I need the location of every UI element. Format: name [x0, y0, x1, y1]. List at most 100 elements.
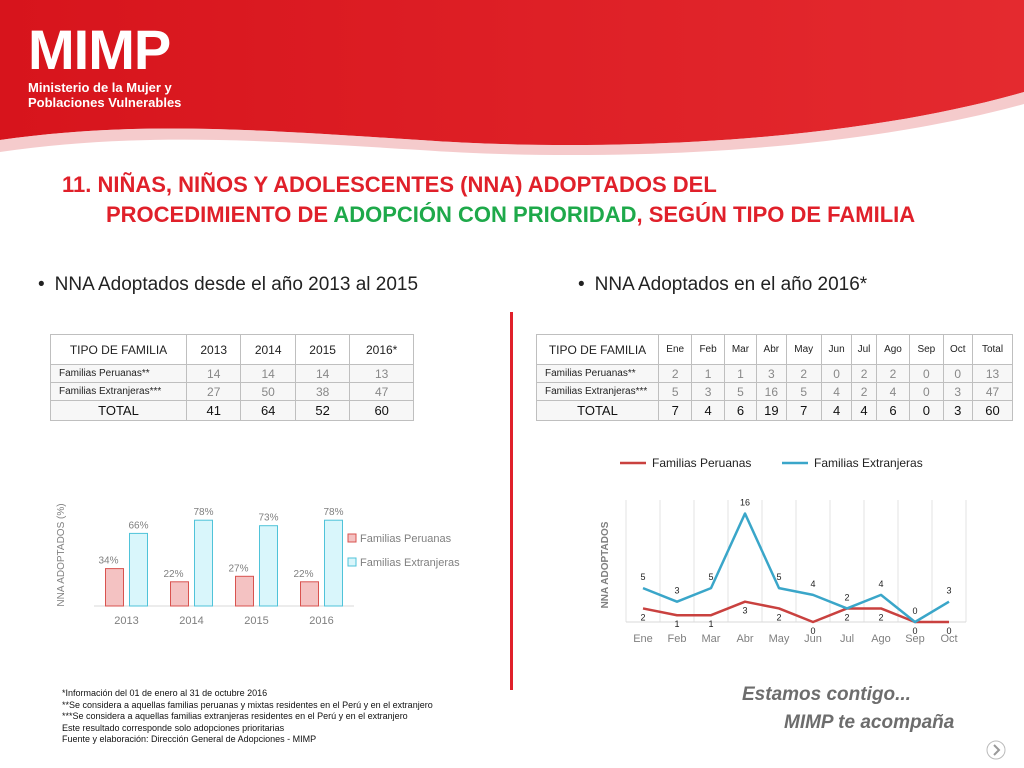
- x-tick-label: Ago: [871, 633, 891, 645]
- monthly-header-cell: Ago: [875, 334, 911, 365]
- bar: [194, 519, 213, 607]
- table-cell: 1: [691, 364, 725, 383]
- data-label: 34%: [98, 556, 118, 567]
- series-line: [642, 512, 950, 624]
- monthly-header-cell: Total: [972, 334, 1013, 365]
- table-cell: 47: [972, 382, 1013, 401]
- total-cell: 3: [942, 400, 974, 421]
- bar: [300, 581, 319, 607]
- total-cell: 4: [691, 400, 725, 421]
- total-cell: 19: [756, 400, 787, 421]
- bar: [259, 525, 278, 607]
- total-row: TOTAL 7 4 6 19 7 4 4 6 0 3 60: [536, 400, 1013, 421]
- footnotes: *Información del 01 de enero al 31 de oc…: [62, 688, 433, 746]
- bar: [235, 575, 254, 607]
- right-bullet: • NNA Adoptados en el año 2016*: [578, 274, 867, 296]
- data-label: 78%: [193, 507, 213, 518]
- data-label: 27%: [228, 563, 248, 574]
- data-label: 5: [776, 572, 781, 582]
- line-chart: NNA ADOPTADOS Ene Feb Mar Abr May Jun Jul Ago Sep…: [600, 456, 967, 645]
- legend-swatch: [347, 533, 357, 543]
- table-cell: 0: [909, 364, 944, 383]
- row-label: Familias Peruanas**: [50, 364, 187, 383]
- x-tick-label: 2014: [179, 615, 203, 627]
- table-cell: 2: [851, 364, 877, 383]
- page-title: 11. NIÑAS, NIÑOS Y ADOLESCENTES (NNA) AD…: [62, 170, 1002, 230]
- monthly-header-cell: Sep: [909, 334, 944, 365]
- table-cell: 38: [294, 382, 351, 401]
- bar: [324, 519, 343, 607]
- table-cell: 3: [691, 382, 725, 401]
- mimp-logo: MIMP Ministerio de la Mujer y Poblacione…: [28, 18, 181, 111]
- table-cell: 27: [185, 382, 242, 401]
- table-cell: 4: [875, 382, 911, 401]
- monthly-header-cell: Jun: [820, 334, 853, 365]
- data-label: 2: [844, 592, 849, 602]
- x-tick-label: Jul: [840, 633, 854, 645]
- table-row: Familias Peruanas** 2 1 1 3 2 0 2 2 0 0 …: [536, 364, 1013, 383]
- legend-swatch: [347, 557, 357, 567]
- x-tick-label: Sep: [905, 633, 925, 645]
- data-label: 5: [708, 572, 713, 582]
- table-cell: 50: [240, 382, 296, 401]
- title-line-2-highlight: ADOPCIÓN CON PRIORIDAD: [333, 202, 637, 227]
- table-cell: 14: [294, 364, 351, 383]
- footnote: ***Se considera a aquellas familias extr…: [62, 711, 408, 721]
- left-bullet: • NNA Adoptados desde el año 2013 al 2015: [38, 274, 418, 296]
- table-cell: 0: [909, 382, 944, 401]
- monthly-header-cell: Abr: [756, 334, 787, 365]
- monthly-header-cell: Feb: [691, 334, 725, 365]
- data-label: 2: [878, 612, 883, 622]
- monthly-header-cell: TIPO DE FAMILIA: [536, 334, 659, 365]
- table-cell: 16: [756, 382, 787, 401]
- total-cell: 7: [785, 400, 822, 421]
- monthly-header-cell: Jul: [851, 334, 877, 365]
- total-cell: 60: [349, 400, 414, 421]
- x-tick-label: 2015: [244, 615, 268, 627]
- x-tick-label: Feb: [668, 633, 687, 645]
- data-label: 4: [878, 579, 883, 589]
- data-label: 0: [946, 626, 951, 636]
- footnote: **Se considera a aquellas familias perua…: [62, 699, 433, 710]
- bullet-dot-icon: •: [578, 274, 585, 295]
- divider-line: [510, 312, 513, 690]
- legend-label: Familias Peruanas: [652, 456, 751, 470]
- footnote: Fuente y elaboración: Dirección General …: [62, 734, 317, 744]
- slogan: Estamos contigo... MIMP te acompaña: [742, 684, 954, 734]
- total-cell: 64: [240, 400, 296, 421]
- y-axis-label: NNA ADOPTADOS: [600, 521, 611, 608]
- x-tick-label: Abr: [736, 633, 753, 645]
- table-cell: 5: [657, 382, 693, 401]
- bullet-dot-icon: •: [38, 274, 45, 295]
- data-label: 3: [674, 586, 679, 596]
- total-cell: 60: [972, 400, 1013, 421]
- table-cell: 0: [942, 364, 974, 383]
- title-line-2-part-a: PROCEDIMIENTO DE: [106, 202, 334, 227]
- data-label: 3: [742, 606, 747, 616]
- x-tick-label: 2013: [114, 615, 138, 627]
- data-label: 0: [912, 606, 917, 616]
- table-cell: 3: [942, 382, 974, 401]
- bar-chart: NNA ADOPTADOS (%) 34% 66% 2013 22% 78% 2014 27%…: [56, 503, 460, 627]
- yearly-table: TIPO DE FAMILIA 2013 2014 2015 2016* Fam…: [50, 334, 414, 421]
- table-row: Familias Extranjeras*** 27 50 38 47: [50, 382, 414, 401]
- table-cell: 0: [820, 364, 853, 383]
- monthly-header-cell: Ene: [657, 334, 693, 365]
- data-label: 0: [810, 626, 815, 636]
- data-label: 78%: [323, 507, 343, 518]
- right-bullet-text: NNA Adoptados en el año 2016*: [594, 274, 868, 295]
- x-tick-label: Ene: [633, 633, 653, 645]
- logo-subtitle-1: Ministerio de la Mujer y: [28, 80, 172, 95]
- next-arrow-icon[interactable]: [986, 740, 1006, 760]
- logo-text: MIMP: [28, 18, 171, 81]
- data-label: 2: [640, 612, 645, 622]
- data-label: 2: [776, 612, 781, 622]
- total-cell: 4: [851, 400, 877, 421]
- x-tick-label: 2016: [309, 615, 333, 627]
- table-cell: 1: [723, 364, 758, 383]
- table-cell: 2: [657, 364, 693, 383]
- total-label: TOTAL: [536, 400, 659, 421]
- footnote: *Información del 01 de enero al 31 de oc…: [62, 688, 268, 698]
- x-tick-label: Mar: [702, 633, 721, 645]
- yearly-header-cell: 2014: [240, 334, 296, 365]
